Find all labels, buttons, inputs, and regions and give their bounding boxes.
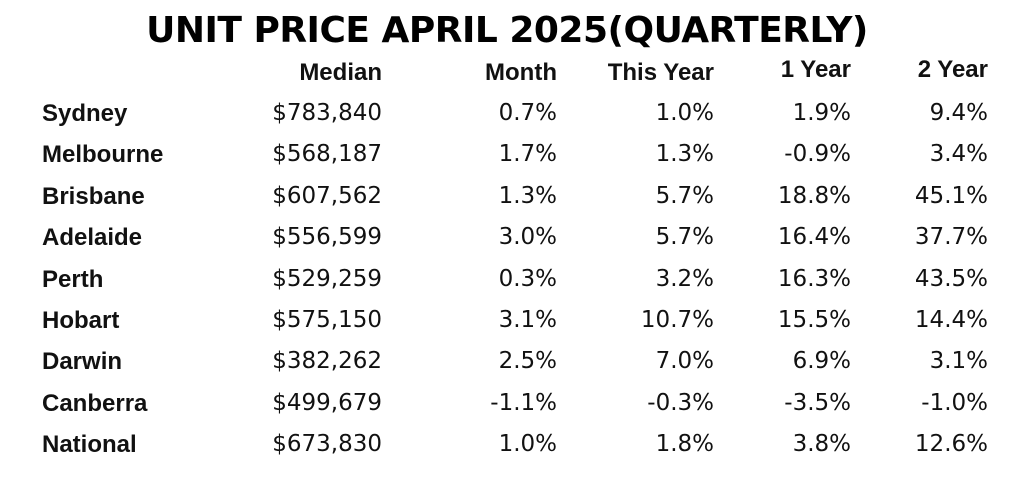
table-cell: -0.3%: [647, 389, 714, 416]
table-cell: 0.7%: [498, 100, 557, 126]
row-label: Perth: [42, 265, 104, 293]
table-cell: 3.2%: [655, 265, 714, 292]
row-label: Brisbane: [42, 182, 145, 210]
column-header: Median: [299, 59, 382, 86]
table-cell: $575,150: [272, 307, 382, 333]
table-cell: $529,259: [272, 265, 382, 292]
table-cell: 1.3%: [498, 182, 557, 209]
table-cell: -0.9%: [784, 141, 851, 168]
table-cell: 16.4%: [777, 224, 851, 251]
table-cell: 3.0%: [498, 224, 557, 251]
table-cell: 1.9%: [792, 100, 851, 126]
table-cell: 6.9%: [792, 348, 851, 375]
table-cell: 3.1%: [929, 348, 988, 375]
table-cell: $783,840: [272, 100, 382, 126]
table-cell: 9.4%: [929, 100, 988, 126]
table-cell: 43.5%: [914, 265, 988, 292]
table-cell: 18.8%: [777, 182, 851, 209]
column-header: 2 Year: [917, 56, 988, 83]
table-cell: 1.0%: [655, 100, 714, 126]
column-header: Month: [485, 59, 557, 86]
table-cell: $673,830: [272, 431, 382, 458]
table-cell: 2.5%: [498, 348, 557, 375]
table-cell: 5.7%: [655, 182, 714, 209]
table-cell: -1.1%: [490, 389, 557, 416]
row-label: Melbourne: [42, 141, 164, 169]
table-cell: 45.1%: [914, 182, 988, 209]
table-cell: 12.6%: [914, 431, 988, 458]
table-cell: $568,187: [272, 141, 382, 168]
table-cell: 14.4%: [914, 307, 988, 333]
row-label: Hobart: [42, 307, 120, 334]
row-label: Adelaide: [42, 224, 143, 252]
table-cell: 5.7%: [655, 224, 714, 251]
table-cell: -3.5%: [784, 389, 851, 416]
table-cell: $607,562: [272, 182, 382, 209]
table-cell: 15.5%: [777, 307, 851, 333]
table-cell: $382,262: [272, 348, 382, 375]
table-cell: 1.7%: [498, 141, 557, 168]
table-cell: $499,679: [272, 389, 382, 416]
table-cell: $556,599: [272, 224, 382, 251]
table-cell: 3.4%: [929, 141, 988, 168]
table-cell: 3.8%: [792, 431, 851, 458]
row-label: Darwin: [42, 348, 123, 376]
column-header: This Year: [607, 59, 714, 86]
column-header: 1 Year: [780, 56, 851, 83]
table-cell: 16.3%: [777, 265, 851, 292]
row-label: National: [42, 431, 137, 459]
table-title: UNIT PRICE APRIL 2025(QUARTERLY): [146, 10, 868, 51]
table-cell: 3.1%: [498, 307, 557, 333]
table-cell: 1.0%: [498, 431, 557, 458]
table-cell: 37.7%: [914, 224, 988, 251]
table-cell: -1.0%: [921, 389, 988, 416]
table-cell: 0.3%: [498, 265, 557, 292]
table-cell: 7.0%: [655, 348, 714, 375]
row-label: Sydney: [42, 100, 128, 127]
table-cell: 1.3%: [655, 141, 714, 168]
table-cell: 1.8%: [655, 431, 714, 458]
row-label: Canberra: [42, 389, 148, 417]
table-cell: 10.7%: [640, 307, 714, 333]
